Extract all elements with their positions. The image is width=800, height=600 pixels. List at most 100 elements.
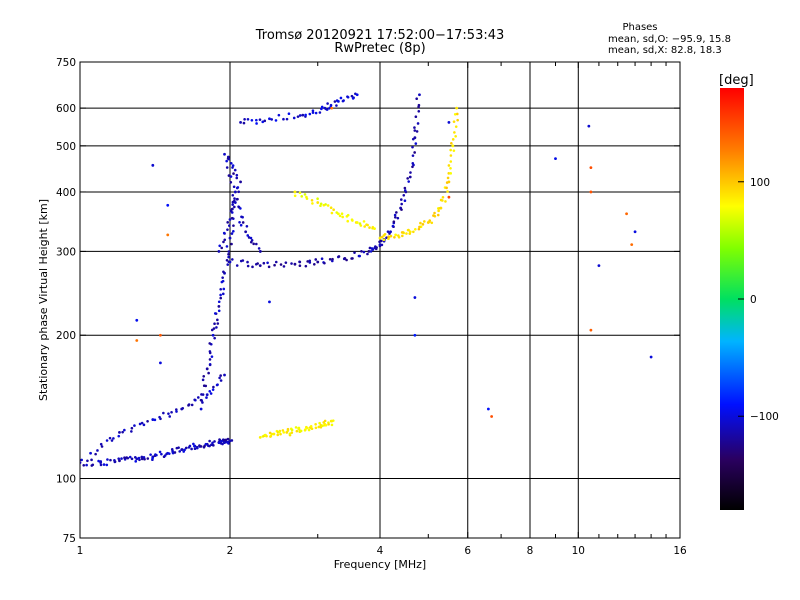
data-point — [155, 453, 158, 457]
data-point — [337, 255, 341, 258]
data-point — [282, 117, 285, 121]
data-point — [314, 111, 318, 115]
data-point — [142, 423, 146, 427]
data-point — [223, 152, 226, 156]
data-point — [196, 446, 199, 450]
data-point — [138, 422, 142, 426]
data-point — [380, 235, 384, 239]
data-point — [190, 447, 193, 451]
data-point — [226, 157, 230, 160]
data-point — [287, 112, 291, 115]
data-point — [239, 180, 242, 184]
x-tick-label: 2 — [227, 545, 234, 557]
data-point — [231, 166, 234, 169]
data-point — [159, 333, 162, 337]
data-point — [222, 240, 225, 244]
data-point — [193, 398, 196, 402]
data-point — [158, 450, 162, 454]
data-point — [151, 418, 155, 421]
data-point — [447, 195, 451, 199]
data-point — [412, 230, 415, 234]
data-point — [308, 261, 312, 264]
data-point — [327, 422, 330, 426]
data-point — [228, 224, 231, 227]
data-point — [395, 211, 398, 214]
data-point — [284, 261, 288, 264]
data-point — [306, 426, 309, 430]
data-point — [432, 214, 435, 217]
y-tick-label: 400 — [56, 187, 76, 199]
data-point — [213, 312, 217, 315]
data-point — [126, 456, 130, 460]
data-point — [279, 263, 283, 266]
data-point — [363, 225, 366, 228]
data-point — [177, 446, 180, 449]
data-point — [413, 129, 417, 132]
data-point — [314, 258, 318, 261]
grid-lines — [80, 62, 680, 538]
data-point — [146, 420, 149, 423]
data-point — [282, 265, 286, 268]
stats-line-x: mean, sd,X: 82.8, 18.3 — [608, 45, 722, 56]
data-point — [160, 452, 163, 456]
y-tick-label: 500 — [56, 141, 76, 153]
data-point — [216, 322, 220, 325]
data-point — [255, 122, 258, 125]
data-point — [208, 350, 212, 353]
data-point — [105, 439, 109, 442]
data-point — [228, 439, 232, 443]
data-point — [419, 221, 422, 225]
data-point — [216, 318, 219, 322]
data-point — [399, 206, 403, 210]
data-point — [649, 355, 653, 359]
data-point — [340, 212, 344, 215]
data-point — [277, 113, 281, 117]
data-point — [370, 247, 374, 250]
data-point — [213, 322, 216, 326]
data-point — [330, 106, 334, 110]
data-point — [338, 214, 342, 218]
data-point — [359, 224, 363, 227]
data-point — [313, 262, 316, 266]
data-point — [270, 118, 274, 121]
data-point — [423, 220, 426, 223]
data-point — [212, 327, 216, 330]
data-point — [319, 204, 322, 208]
data-point — [205, 367, 209, 371]
data-point — [303, 428, 307, 432]
data-point — [208, 439, 211, 443]
data-point — [414, 142, 418, 145]
data-point — [201, 401, 204, 404]
data-point — [452, 149, 456, 152]
data-point — [454, 125, 458, 129]
data-point — [269, 434, 273, 438]
data-point — [274, 260, 278, 264]
data-point — [416, 122, 420, 125]
data-point — [193, 444, 196, 448]
data-point — [215, 326, 218, 329]
data-point — [135, 318, 139, 322]
x-tick-label: 6 — [464, 545, 471, 557]
data-point — [407, 228, 410, 232]
data-point — [130, 457, 134, 461]
data-point — [226, 228, 229, 231]
data-point — [318, 421, 321, 425]
data-point — [244, 230, 248, 234]
data-point — [163, 454, 167, 457]
data-point — [362, 250, 366, 254]
y-tick-label: 75 — [63, 533, 76, 545]
data-point — [351, 257, 354, 260]
data-point — [308, 112, 312, 116]
data-point — [314, 422, 317, 426]
data-point — [192, 442, 195, 446]
data-point — [382, 234, 386, 237]
data-point — [140, 455, 144, 459]
data-point — [413, 296, 417, 299]
data-point — [428, 219, 432, 222]
data-point — [233, 168, 237, 172]
data-point — [330, 211, 334, 215]
data-point — [415, 130, 419, 133]
data-point — [330, 259, 334, 263]
data-point — [241, 221, 245, 224]
data-point — [320, 107, 323, 111]
